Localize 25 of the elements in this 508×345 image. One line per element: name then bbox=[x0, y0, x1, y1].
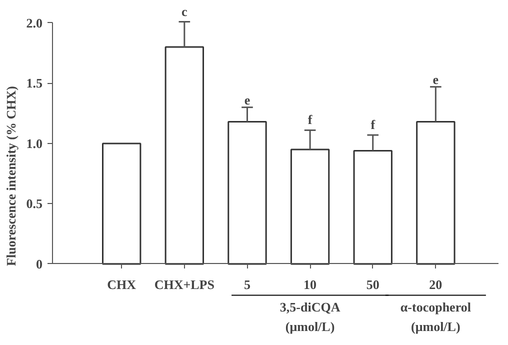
text: α-tocopherol (μmol/L) bbox=[400, 299, 472, 334]
y-tick-label: 0 bbox=[36, 256, 42, 272]
text: 3,5-diCQA (μmol/L) bbox=[280, 299, 341, 334]
x-tick-label: CHX+LPS bbox=[154, 276, 214, 292]
bar bbox=[416, 121, 456, 265]
x-tick-label: 10 bbox=[304, 276, 317, 292]
bar bbox=[353, 150, 392, 265]
x-tick-label: 20 bbox=[429, 276, 442, 292]
y-tick-label: 1.5 bbox=[26, 76, 43, 91]
x-tick-label: 5 bbox=[244, 276, 251, 292]
annotation: e bbox=[244, 92, 250, 108]
annotation: f bbox=[308, 112, 313, 128]
annotation: c bbox=[182, 4, 188, 19]
bar bbox=[290, 148, 330, 265]
y-axis-title: Fluorescence intensity (% CHX) bbox=[3, 86, 18, 266]
bar bbox=[228, 121, 267, 265]
annotation: e bbox=[432, 72, 439, 87]
bar bbox=[102, 142, 142, 265]
x-tick-label: 50 bbox=[366, 276, 380, 292]
y-tick-label: 1.0 bbox=[26, 136, 42, 151]
y-tick-label: 0.5 bbox=[26, 196, 43, 212]
x-tick-label: CHX bbox=[107, 276, 137, 292]
y-tick-label: 2.0 bbox=[26, 15, 42, 30]
bar bbox=[164, 46, 204, 265]
annotation: f bbox=[370, 117, 376, 132]
